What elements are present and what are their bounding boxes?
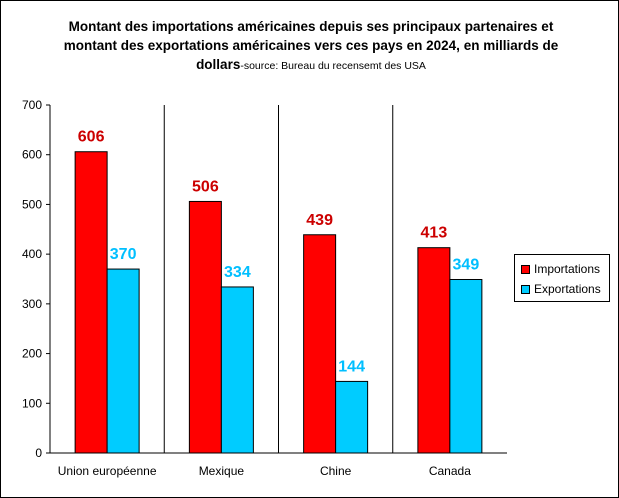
bar-exportations — [220, 286, 254, 454]
legend-item-importations: Importations — [521, 261, 600, 277]
legend-label-exportations: Exportations — [534, 282, 601, 296]
y-tick-label: 700 — [22, 98, 42, 112]
legend-swatch-exportations — [521, 284, 530, 294]
data-label-exportations: 144 — [338, 358, 365, 375]
legend-label-importations: Importations — [534, 262, 601, 276]
y-tick-label: 400 — [22, 247, 42, 261]
bar-exportations — [449, 278, 483, 454]
y-tick-label: 500 — [22, 197, 42, 211]
data-label-importations: 606 — [78, 129, 105, 146]
y-tick-label: 0 — [35, 446, 42, 460]
bar-importations — [303, 234, 337, 454]
data-label-importations: 506 — [192, 178, 219, 195]
y-tick-label: 200 — [22, 347, 42, 361]
data-label-exportations: 349 — [453, 256, 480, 273]
y-tick-label: 600 — [22, 148, 42, 162]
data-label-importations: 413 — [421, 225, 448, 242]
data-label-exportations: 370 — [110, 246, 137, 263]
data-label-exportations: 334 — [224, 264, 251, 281]
y-tick-label: 100 — [22, 396, 42, 410]
bar-importations — [74, 151, 108, 454]
x-tick-label: Chine — [320, 464, 352, 478]
bar-importations — [417, 247, 451, 454]
legend-item-exportations: Exportations — [521, 281, 601, 297]
bar-importations — [188, 200, 222, 454]
legend: Importations Exportations — [514, 254, 610, 302]
chart-title-text: Montant des importations américaines dep… — [63, 19, 559, 72]
legend-swatch-importations — [521, 264, 530, 274]
bar-exportations — [106, 268, 140, 454]
data-label-importations: 439 — [306, 212, 333, 229]
x-tick-label: Union européenne — [58, 464, 157, 478]
chart-subtitle: -source: Bureau du recensemt des USA — [240, 60, 426, 72]
x-tick-label: Canada — [429, 464, 471, 478]
bar-exportations — [335, 380, 369, 454]
chart-title: Montant des importations américaines dep… — [41, 17, 581, 76]
x-tick-label: Mexique — [199, 464, 245, 478]
y-tick-label: 300 — [22, 297, 42, 311]
